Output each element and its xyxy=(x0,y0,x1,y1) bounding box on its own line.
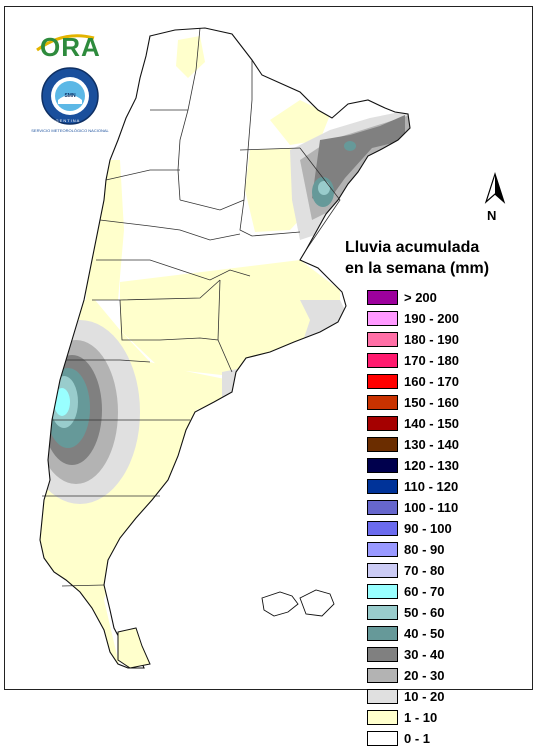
legend-item: 120 - 130 xyxy=(367,456,517,477)
legend-label: > 200 xyxy=(404,290,437,305)
legend-title-line2: en la semana (mm) xyxy=(345,260,490,277)
legend-label: 130 - 140 xyxy=(404,437,459,452)
legend-label: 10 - 20 xyxy=(404,689,445,704)
legend-swatch xyxy=(367,689,398,704)
legend-swatch xyxy=(367,395,398,410)
legend-swatch xyxy=(367,311,398,326)
legend-item: 190 - 200 xyxy=(367,309,517,330)
legend-item: 10 - 20 xyxy=(367,687,517,708)
legend-swatch xyxy=(367,332,398,347)
svg-text:SMN: SMN xyxy=(64,93,76,99)
legend-label: 20 - 30 xyxy=(404,668,445,683)
legend-item: 60 - 70 xyxy=(367,582,517,603)
legend-swatch xyxy=(367,500,398,515)
legend-label: 120 - 130 xyxy=(404,458,459,473)
legend-swatch xyxy=(367,416,398,431)
legend-swatch xyxy=(367,479,398,494)
legend-title: Lluvia acumulada en la semana (mm) xyxy=(345,237,520,279)
legend-label: 160 - 170 xyxy=(404,374,459,389)
legend-item: 160 - 170 xyxy=(367,372,517,393)
legend-swatch xyxy=(367,374,398,389)
ora-logo: ORA xyxy=(34,28,104,62)
legend-swatch xyxy=(367,563,398,578)
legend-swatch xyxy=(367,626,398,641)
legend-item: 70 - 80 xyxy=(367,561,517,582)
legend-label: 150 - 160 xyxy=(404,395,459,410)
legend-item: > 200 xyxy=(367,288,517,309)
legend-item: 20 - 30 xyxy=(367,666,517,687)
legend-item: 150 - 160 xyxy=(367,393,517,414)
legend-item: 40 - 50 xyxy=(367,624,517,645)
legend-item: 130 - 140 xyxy=(367,435,517,456)
legend-swatch xyxy=(367,458,398,473)
smn-logo-country: ARGENTINA xyxy=(48,118,81,123)
smn-logo: SMN xyxy=(41,67,99,125)
legend-label: 60 - 70 xyxy=(404,584,445,599)
legend-item: 50 - 60 xyxy=(367,603,517,624)
legend-item: 100 - 110 xyxy=(367,498,517,519)
legend-swatch xyxy=(367,542,398,557)
legend-label: 80 - 90 xyxy=(404,542,445,557)
legend-swatch xyxy=(367,710,398,725)
legend-swatch xyxy=(367,353,398,368)
legend-item: 170 - 180 xyxy=(367,351,517,372)
legend-item: 180 - 190 xyxy=(367,330,517,351)
legend-label: 30 - 40 xyxy=(404,647,445,662)
legend-label: 1 - 10 xyxy=(404,710,438,725)
legend-swatch xyxy=(367,437,398,452)
tierra-del-fuego xyxy=(117,627,151,669)
smn-logo-name: SERVICIO METEOROLÓGICO NACIONAL xyxy=(31,128,109,133)
legend-item: 90 - 100 xyxy=(367,519,517,540)
argentina-rainfall-map xyxy=(39,27,411,669)
legend-label: 140 - 150 xyxy=(404,416,459,431)
legend: > 200 190 - 200 180 - 190 170 - 180 160 - 17… xyxy=(367,288,517,750)
legend-label: 50 - 60 xyxy=(404,605,445,620)
legend-swatch xyxy=(367,290,398,305)
legend-label: 40 - 50 xyxy=(404,626,445,641)
legend-label: 0 - 1 xyxy=(404,731,431,746)
north-label: N xyxy=(487,208,497,223)
legend-title-line1: Lluvia acumulada xyxy=(345,239,480,256)
legend-label: 190 - 200 xyxy=(404,311,459,326)
province-borders xyxy=(42,27,341,587)
legend-swatch xyxy=(367,584,398,599)
legend-item: 1 - 10 xyxy=(367,708,517,729)
legend-item: 80 - 90 xyxy=(367,540,517,561)
legend-item: 110 - 120 xyxy=(367,477,517,498)
malvinas-islands xyxy=(261,589,335,617)
north-arrow-icon xyxy=(484,172,506,204)
legend-label: 170 - 180 xyxy=(404,353,459,368)
legend-swatch xyxy=(367,605,398,620)
legend-swatch xyxy=(367,731,398,746)
legend-label: 180 - 190 xyxy=(404,332,459,347)
legend-item: 140 - 150 xyxy=(367,414,517,435)
legend-swatch xyxy=(367,521,398,536)
legend-label: 70 - 80 xyxy=(404,563,445,578)
legend-swatch xyxy=(367,647,398,662)
legend-item: 30 - 40 xyxy=(367,645,517,666)
legend-label: 90 - 100 xyxy=(404,521,452,536)
ora-logo-text: ORA xyxy=(40,32,101,62)
legend-item: 0 - 1 xyxy=(367,729,517,750)
legend-swatch xyxy=(367,668,398,683)
legend-label: 100 - 110 xyxy=(404,500,459,515)
legend-label: 110 - 120 xyxy=(404,479,459,494)
